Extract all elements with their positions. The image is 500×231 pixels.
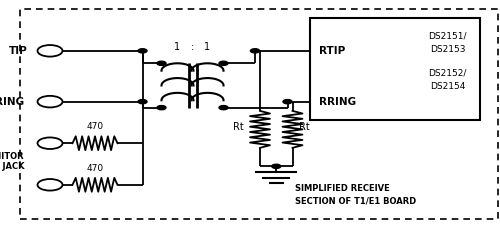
Text: MONITOR
OUT JACK: MONITOR OUT JACK xyxy=(0,152,24,171)
Circle shape xyxy=(272,164,281,168)
Text: DS2153: DS2153 xyxy=(430,45,465,54)
Circle shape xyxy=(219,106,228,110)
Text: :: : xyxy=(191,42,194,52)
Text: TIP: TIP xyxy=(9,46,28,56)
Text: 1: 1 xyxy=(204,42,210,52)
Text: 470: 470 xyxy=(86,122,104,131)
Circle shape xyxy=(138,49,147,53)
Text: RTIP: RTIP xyxy=(319,46,345,56)
Text: Rt: Rt xyxy=(233,122,244,132)
Text: SIMPLIFIED RECEIVE: SIMPLIFIED RECEIVE xyxy=(295,184,390,193)
Circle shape xyxy=(157,106,166,110)
Bar xyxy=(310,18,480,120)
Text: DS2152/: DS2152/ xyxy=(428,68,467,77)
Circle shape xyxy=(283,100,292,104)
Circle shape xyxy=(138,100,147,104)
Text: Rt: Rt xyxy=(298,122,309,132)
Circle shape xyxy=(250,49,260,53)
Text: DS2151/: DS2151/ xyxy=(428,31,467,40)
Text: SECTION OF T1/E1 BOARD: SECTION OF T1/E1 BOARD xyxy=(295,197,416,205)
Circle shape xyxy=(157,61,166,65)
Circle shape xyxy=(219,61,228,65)
Text: RING: RING xyxy=(0,97,24,107)
Text: DS2154: DS2154 xyxy=(430,82,465,91)
Text: RRING: RRING xyxy=(319,97,356,107)
Text: 470: 470 xyxy=(86,164,104,173)
Text: 1: 1 xyxy=(174,42,180,52)
